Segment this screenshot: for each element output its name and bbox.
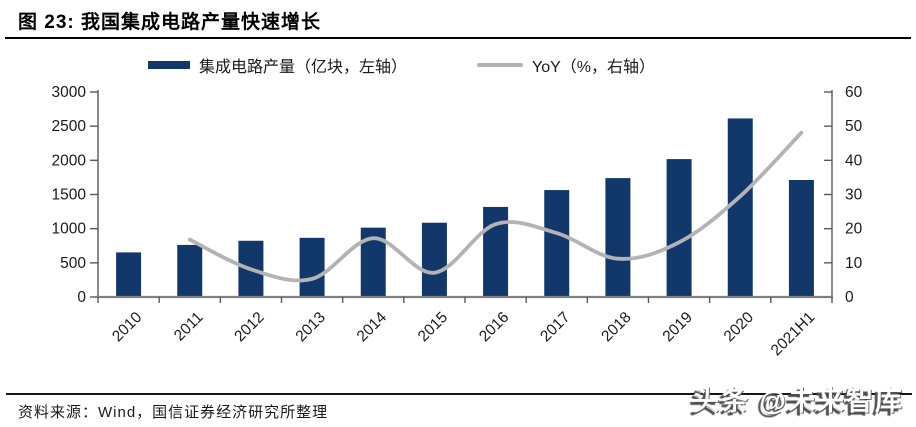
production-bar [116,252,142,297]
source-note: 资料来源：Wind，国信证券经济研究所整理 [18,404,329,421]
left-axis-tick-label: 2500 [52,118,87,135]
x-axis-category-label: 2010 [109,309,146,346]
left-axis-tick-label: 2000 [52,152,87,169]
production-bar [299,237,325,297]
x-axis-category-label: 2013 [293,309,329,345]
figure-title: 图 23: 我国集成电路产量快速增长 [18,12,322,33]
production-bar [788,180,814,297]
legend-label-yoy: YoY（%，右轴） [532,59,656,76]
right-axis-tick-label: 50 [845,118,863,135]
production-bar [666,159,692,297]
x-axis-category-label: 2020 [721,309,758,346]
left-axis-tick-label: 500 [60,255,86,272]
production-bar [544,190,570,297]
right-axis-tick-label: 30 [845,187,863,204]
x-axis-category-label: 2014 [354,309,391,346]
left-axis-tick-label: 1000 [52,221,87,238]
legend-item-production: 集成电路产量（亿块，左轴） [148,54,407,76]
x-axis-category-label: 2011 [171,309,207,345]
title-divider [5,37,911,39]
production-bar [421,222,447,297]
bar-swatch-icon [148,61,190,69]
x-axis-category-label: 2021H1 [768,309,818,359]
production-bar [177,244,203,297]
x-axis-category-label: 2016 [476,309,512,345]
x-axis-category-label: 2015 [415,309,451,345]
x-axis-category-label: 2012 [231,309,267,345]
legend-label-production: 集成电路产量（亿块，左轴） [199,59,408,76]
left-axis-tick-label: 3000 [52,84,87,101]
right-axis-tick-label: 40 [845,152,863,169]
right-axis-tick-label: 60 [845,84,863,101]
x-axis-category-label: 2019 [660,309,696,345]
right-axis-tick-label: 10 [845,255,863,272]
yoy-line [187,130,804,283]
left-axis-tick-label: 1500 [52,187,87,204]
production-bar [727,118,753,297]
line-swatch-icon [477,63,523,67]
left-axis-tick-label: 0 [77,289,86,306]
legend-item-yoy: YoY（%，右轴） [477,54,655,76]
footer-divider [6,393,912,395]
x-axis-category-label: 2017 [537,309,573,345]
right-axis-tick-label: 20 [845,221,863,238]
production-bar [605,178,631,297]
x-axis-category-label: 2018 [598,309,634,345]
watermark: 头条 @未来智库 [692,386,904,416]
right-axis-tick-label: 0 [845,289,854,306]
